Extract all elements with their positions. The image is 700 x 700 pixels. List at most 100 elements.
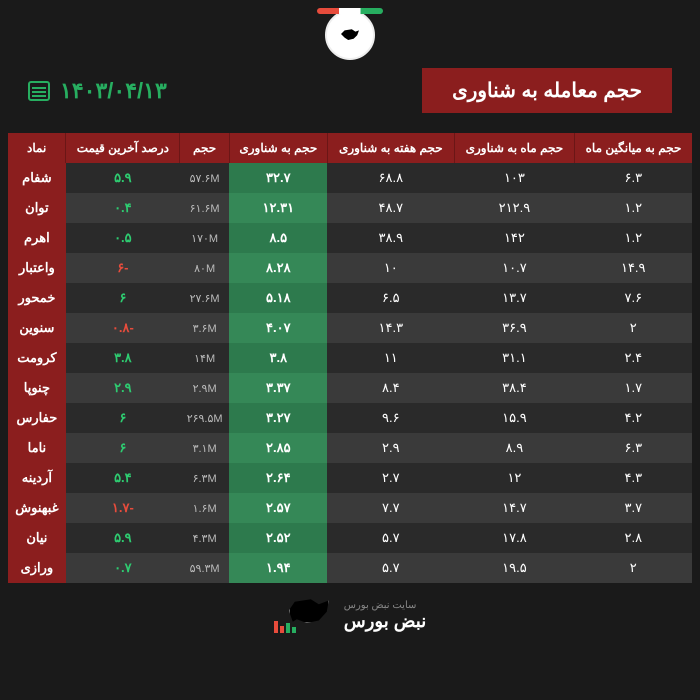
cell: ۶.۳M <box>180 463 229 493</box>
brand-logo-top <box>325 10 375 60</box>
table-row: ۶.۳۱۰۳۶۸.۸۳۲.۷۵۷.۶M۵.۹شفام <box>8 163 692 193</box>
page-title: حجم معامله به شناوری <box>422 68 672 113</box>
cell: ۶ <box>66 283 180 313</box>
table-row: ۱.۷۳۸.۴۸.۴۳.۳۷۲.۹M۲.۹چنوپا <box>8 373 692 403</box>
cell: ۸.۵ <box>229 223 327 253</box>
column-header: نماد <box>8 133 66 163</box>
cell: ۲.۹M <box>180 373 229 403</box>
cell: ۱۳.۷ <box>454 283 574 313</box>
cell: ورازی <box>8 553 66 583</box>
cell: نیان <box>8 523 66 553</box>
cell: ۸.۲۸ <box>229 253 327 283</box>
cell: ۳۸.۹ <box>327 223 454 253</box>
footer: سایت نبض بورس نبض بورس <box>274 598 426 633</box>
cell: ۲.۵۲ <box>229 523 327 553</box>
cell: ۲.۴ <box>575 343 692 373</box>
cell: ۵.۴ <box>66 463 180 493</box>
float-volume-table: حجم به میانگین ماهحجم ماه به شناوریحجم ه… <box>8 133 692 583</box>
column-header: حجم هفته به شناوری <box>327 133 454 163</box>
table-row: ۷.۶۱۳.۷۶.۵۵.۱۸۲۷.۶M۶خمحور <box>8 283 692 313</box>
cell: ناما <box>8 433 66 463</box>
cell: ۱۰ <box>327 253 454 283</box>
cell: ۷.۶ <box>575 283 692 313</box>
cell: ۳.۱M <box>180 433 229 463</box>
cell: ۲۷.۶M <box>180 283 229 313</box>
column-header: حجم ماه به شناوری <box>454 133 574 163</box>
cell: ۲.۸۵ <box>229 433 327 463</box>
table-row: ۲.۴۳۱.۱۱۱۳.۸۱۴M۳.۸کرومت <box>8 343 692 373</box>
cell: ۶ <box>66 433 180 463</box>
table-row: ۶.۳۸.۹۲.۹۲.۸۵۳.۱M۶ناما <box>8 433 692 463</box>
cell: ۱۱ <box>327 343 454 373</box>
cell: شفام <box>8 163 66 193</box>
cell: ۳۶.۹ <box>454 313 574 343</box>
table-row: ۲.۸۱۷.۸۵.۷۲.۵۲۴.۳M۵.۹نیان <box>8 523 692 553</box>
cell: ۵.۹ <box>66 163 180 193</box>
cell: -۶ <box>66 253 180 283</box>
cell: ۱.۷ <box>575 373 692 403</box>
cell: ۱.۹۴ <box>229 553 327 583</box>
bull-icon <box>289 598 329 623</box>
cell: آردینه <box>8 463 66 493</box>
cell: ۳۸.۴ <box>454 373 574 403</box>
bars-icon <box>274 621 296 633</box>
cell: ۵.۱۸ <box>229 283 327 313</box>
cell: ۰.۵ <box>66 223 180 253</box>
cell: ۵۷.۶M <box>180 163 229 193</box>
cell: ۳.۲۷ <box>229 403 327 433</box>
cell: اهرم <box>8 223 66 253</box>
footer-title: نبض بورس <box>344 611 426 632</box>
cell: ۳.۸ <box>66 343 180 373</box>
cell: ۲.۸ <box>575 523 692 553</box>
cell: ۱۷۰M <box>180 223 229 253</box>
cell: ۱.۲ <box>575 193 692 223</box>
cell: ۳.۸ <box>229 343 327 373</box>
column-header: حجم <box>180 133 229 163</box>
cell: ۳.۷ <box>575 493 692 523</box>
cell: ۲۶۹.۵M <box>180 403 229 433</box>
cell: ۲.۶۴ <box>229 463 327 493</box>
cell: ۸.۴ <box>327 373 454 403</box>
cell: خمحور <box>8 283 66 313</box>
date-text: ۱۴۰۳/۰۴/۱۳ <box>60 78 167 104</box>
cell: ۱۰۳ <box>454 163 574 193</box>
table-row: ۲۳۶.۹۱۴.۳۴.۰۷۳.۶M-۰.۸سنوین <box>8 313 692 343</box>
cell: ۵۹.۳M <box>180 553 229 583</box>
column-header: درصد آخرین قیمت <box>66 133 180 163</box>
cell: ۰.۴ <box>66 193 180 223</box>
cell: ۵.۹ <box>66 523 180 553</box>
cell: ۴.۳ <box>575 463 692 493</box>
cell: ۳۱.۱ <box>454 343 574 373</box>
cell: ۱۴.۷ <box>454 493 574 523</box>
cell: ۴۸.۷ <box>327 193 454 223</box>
cell: ۱۲.۳۱ <box>229 193 327 223</box>
table-row: ۳.۷۱۴.۷۷.۷۲.۵۷۱.۶M-۱.۷غبهنوش <box>8 493 692 523</box>
cell: غبهنوش <box>8 493 66 523</box>
table-row: ۴.۳۱۲۲.۷۲.۶۴۶.۳M۵.۴آردینه <box>8 463 692 493</box>
header: حجم معامله به شناوری ۱۴۰۳/۰۴/۱۳ <box>8 68 692 113</box>
table-row: ۱.۲۱۴۲۳۸.۹۸.۵۱۷۰M۰.۵اهرم <box>8 223 692 253</box>
cell: ۱۲ <box>454 463 574 493</box>
cell: ۴.۳M <box>180 523 229 553</box>
date-display: ۱۴۰۳/۰۴/۱۳ <box>28 78 167 104</box>
table-row: ۱.۲۲۱۲.۹۴۸.۷۱۲.۳۱۶۱.۶M۰.۴توان <box>8 193 692 223</box>
cell: ۲ <box>575 313 692 343</box>
cell: ۳۲.۷ <box>229 163 327 193</box>
cell: ۰.۷ <box>66 553 180 583</box>
cell: ۷.۷ <box>327 493 454 523</box>
cell: ۳.۶M <box>180 313 229 343</box>
table-row: ۲۱۹.۵۵.۷۱.۹۴۵۹.۳M۰.۷ورازی <box>8 553 692 583</box>
cell: ۱۰.۷ <box>454 253 574 283</box>
cell: ۶.۵ <box>327 283 454 313</box>
cell: ۴.۰۷ <box>229 313 327 343</box>
cell: ۸۰M <box>180 253 229 283</box>
cell: ۵.۷ <box>327 523 454 553</box>
cell: ۶ <box>66 403 180 433</box>
cell: -۱.۷ <box>66 493 180 523</box>
cell: ۱۷.۸ <box>454 523 574 553</box>
cell: ۱۴.۳ <box>327 313 454 343</box>
cell: واعتبار <box>8 253 66 283</box>
cell: ۱.۶M <box>180 493 229 523</box>
cell: ۵.۷ <box>327 553 454 583</box>
cell: ۱۴.۹ <box>575 253 692 283</box>
